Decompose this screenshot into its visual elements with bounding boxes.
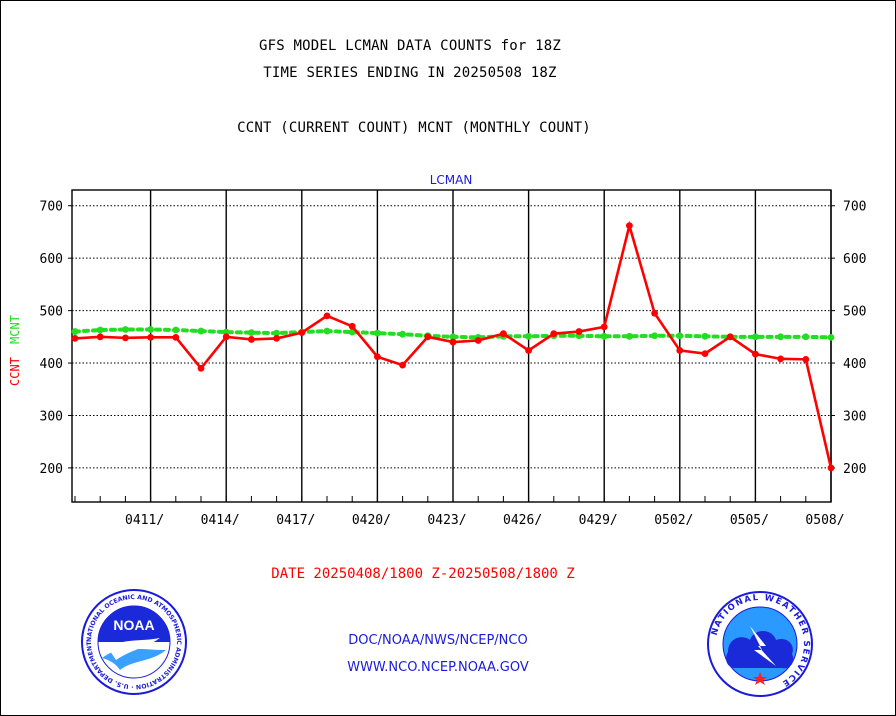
mcnt-point <box>172 326 180 334</box>
x-tick-label: 0423/ <box>427 513 466 528</box>
header-line-2: TIME SERIES ENDING IN 20250508 18Z <box>263 65 557 81</box>
mcnt-point <box>701 332 709 340</box>
mcnt-point <box>802 333 810 341</box>
ccnt-point <box>474 337 482 344</box>
ccnt-point <box>827 464 835 472</box>
mcnt-point <box>122 326 129 333</box>
axes-layer: 200 200 300 300 400 400 500 500 600 600 700 700 0411… <box>40 189 866 528</box>
mcnt-point <box>651 332 658 340</box>
mcnt-point <box>96 326 104 334</box>
y-tick-label-right: 500 <box>843 305 866 320</box>
ccnt-point <box>550 330 558 338</box>
x-tick-label: 0505/ <box>730 513 769 528</box>
ccnt-point <box>575 328 583 335</box>
mcnt-point <box>525 332 532 340</box>
y-tick-label: 400 <box>40 357 63 372</box>
ccnt-point <box>71 334 79 342</box>
y-axis-label-mcnt: MCNT <box>8 315 22 344</box>
ccnt-point <box>525 347 532 354</box>
ccnt-point <box>172 333 180 341</box>
mcnt-point <box>399 330 406 338</box>
mcnt-point <box>777 333 784 341</box>
y-tick-label: 700 <box>40 200 63 215</box>
date-range-label: DATE 20250408/1800 Z-20250508/1800 Z <box>271 566 575 582</box>
ccnt-point <box>726 333 734 341</box>
y-tick-label: 300 <box>40 409 63 424</box>
mcnt-point <box>222 328 230 336</box>
link-nco-website[interactable]: WWW.NCO.NCEP.NOAA.GOV <box>347 660 529 675</box>
ccnt-point <box>96 333 104 341</box>
mcnt-point <box>626 332 633 340</box>
x-tick-label: 0420/ <box>352 513 391 528</box>
x-tick-label: 0426/ <box>503 513 542 528</box>
x-tick-label: 0411/ <box>125 513 164 528</box>
ccnt-point <box>348 322 356 330</box>
y-tick-label: 500 <box>40 305 63 320</box>
mcnt-point <box>197 327 205 335</box>
y-tick-label-right: 300 <box>843 409 866 424</box>
x-tick-label: 0414/ <box>201 513 240 528</box>
ccnt-point <box>197 364 205 372</box>
chart-title: LCMAN <box>430 173 473 187</box>
link-doc-noaa[interactable]: DOC/NOAA/NWS/NCEP/NCO <box>348 633 528 648</box>
ccnt-point <box>122 334 129 342</box>
x-tick-label: 0508/ <box>805 513 844 528</box>
header-line-1: GFS MODEL LCMAN DATA COUNTS for 18Z <box>258 38 561 54</box>
ccnt-point <box>424 333 432 341</box>
ccnt-point <box>600 323 608 331</box>
mcnt-point <box>449 333 457 341</box>
ccnt-point <box>374 353 381 361</box>
ccnt-point <box>802 355 810 363</box>
mcnt-point <box>71 328 79 335</box>
ccnt-point <box>399 361 406 369</box>
mcnt-point <box>374 329 381 337</box>
series-layer <box>71 220 835 472</box>
ccnt-point <box>248 336 255 343</box>
y-axis-label-ccnt: CCNT <box>8 357 22 386</box>
ccnt-point <box>323 312 331 320</box>
ccnt-point <box>777 355 784 363</box>
x-tick-label: 0417/ <box>276 513 315 528</box>
ccnt-point <box>651 309 658 317</box>
nws-logo: NATIONAL WEATHER SERVICE <box>707 591 813 697</box>
header-line-3: CCNT (CURRENT COUNT) MCNT (MONTHLY COUNT… <box>237 120 591 136</box>
y-tick-label-right: 200 <box>843 462 866 477</box>
x-tick-label: 0429/ <box>579 513 618 528</box>
mcnt-point <box>147 326 155 333</box>
noaa-logo-text: NOAA <box>113 617 154 633</box>
ccnt-point <box>273 334 280 342</box>
y-tick-label-right: 400 <box>843 357 866 372</box>
mcnt-point <box>676 332 684 340</box>
mcnt-point <box>273 329 280 337</box>
ccnt-point <box>701 350 709 358</box>
mcnt-point <box>323 327 331 335</box>
x-tick-label: 0502/ <box>654 513 693 528</box>
ccnt-point <box>500 330 507 338</box>
plot-frame <box>71 189 832 503</box>
ccnt-point <box>298 329 306 337</box>
ccnt-point <box>222 333 230 341</box>
ccnt-point <box>147 333 155 341</box>
y-tick-label-right: 600 <box>843 252 866 267</box>
mcnt-point <box>248 329 255 337</box>
ccnt-point <box>752 350 759 358</box>
y-tick-label-right: 700 <box>843 200 866 215</box>
noaa-logo: NOAA NATIONAL OCEANIC AND ATMOSPHERIC AD… <box>80 588 187 695</box>
mcnt-point <box>827 333 835 341</box>
ccnt-point <box>449 338 457 346</box>
y-tick-label: 600 <box>40 252 63 267</box>
mcnt-point <box>752 333 759 341</box>
y-tick-label: 200 <box>40 462 63 477</box>
mcnt-point <box>600 332 608 340</box>
grid-layer <box>72 190 832 502</box>
ccnt-point <box>626 222 633 230</box>
ccnt-point <box>676 347 684 354</box>
